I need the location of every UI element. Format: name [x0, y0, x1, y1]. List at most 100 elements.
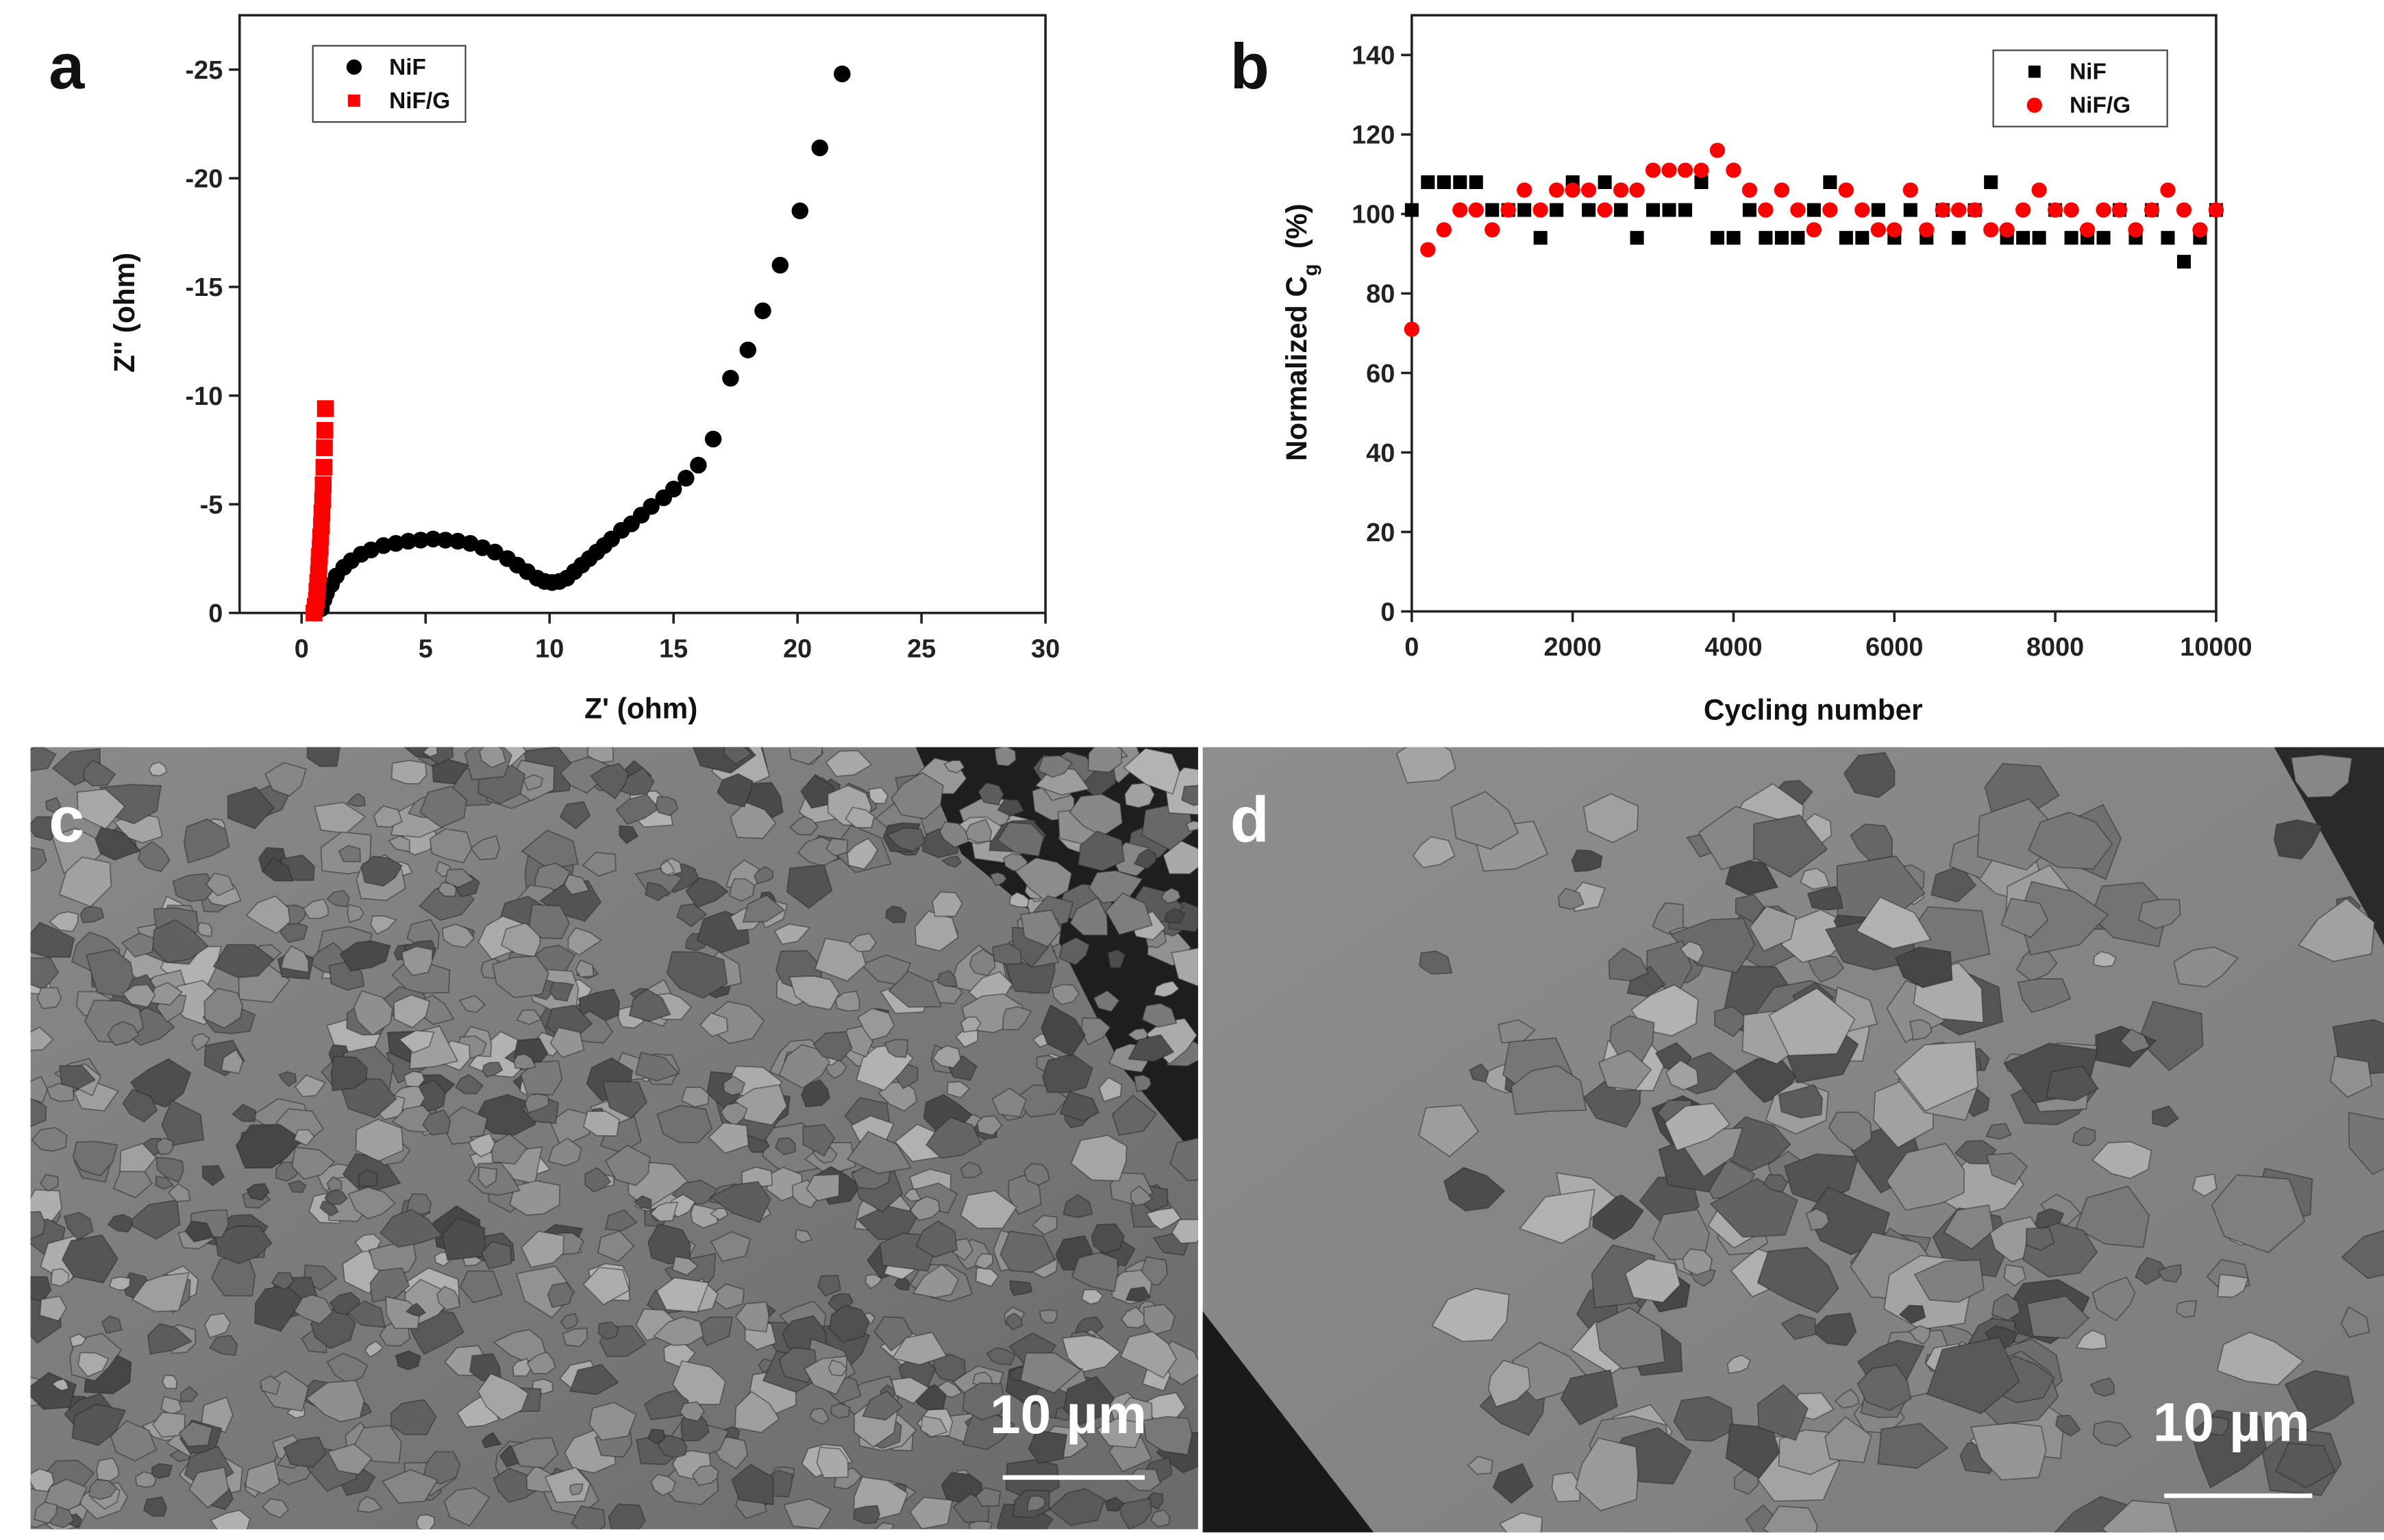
grain [33, 1501, 58, 1524]
grain [403, 1070, 425, 1088]
point [690, 456, 707, 474]
grain [39, 1173, 59, 1192]
grain [1052, 984, 1080, 1006]
grain [643, 1389, 690, 1421]
grain [1058, 936, 1091, 966]
grain [235, 1123, 303, 1169]
grain [1595, 1306, 1665, 1370]
grain [231, 1104, 257, 1123]
grain [313, 802, 367, 834]
grain [2329, 1055, 2373, 1098]
grain [1088, 869, 1144, 904]
grain [1991, 1293, 2021, 1321]
y-tick-label: 60 [1366, 360, 1395, 388]
grain [604, 1209, 638, 1232]
grain [1028, 1430, 1068, 1465]
grain [1181, 784, 1198, 806]
y-axis-title-subscript: g [1300, 264, 1322, 276]
grain [873, 1316, 914, 1352]
grain [528, 904, 571, 940]
grain [468, 1132, 496, 1158]
grain [184, 1220, 214, 1243]
x-tick-label: 6000 [1865, 633, 1923, 662]
grain [991, 1087, 1027, 1118]
grain [1850, 823, 1893, 862]
point [2047, 202, 2063, 218]
grain [590, 762, 630, 800]
grain [1443, 1167, 1506, 1212]
grain [628, 988, 671, 1022]
point [1710, 231, 1725, 245]
grain [933, 1354, 967, 1382]
point [1485, 222, 1500, 238]
grain [444, 868, 475, 889]
grain [845, 806, 876, 829]
y-axis-title: Z'' (ohm) [108, 253, 140, 373]
grain [2284, 1370, 2355, 1432]
grain [203, 1313, 232, 1339]
grain [786, 864, 833, 909]
grain [58, 856, 112, 908]
grain [1749, 905, 1797, 952]
grain [1119, 1330, 1178, 1379]
grain [260, 1375, 282, 1395]
grain [1080, 1017, 1111, 1046]
grain [571, 1505, 606, 1530]
grain [510, 1437, 559, 1469]
grain [1679, 941, 1704, 964]
point [1694, 175, 1709, 189]
grain [1026, 1495, 1046, 1512]
grain [1598, 1050, 1652, 1091]
point [1598, 175, 1612, 189]
grain [209, 1334, 238, 1356]
legend-marker [347, 94, 360, 107]
grain [1756, 1246, 1839, 1314]
point [1823, 175, 1837, 189]
grain [477, 1373, 529, 1421]
grain [330, 1055, 368, 1091]
grain [932, 891, 963, 917]
grain [1063, 1376, 1115, 1426]
y-tick-label: 40 [1366, 439, 1395, 468]
grain [122, 1089, 158, 1123]
grain [521, 829, 579, 870]
grain [160, 1395, 183, 1416]
grain [891, 771, 944, 819]
grain [1418, 1104, 1480, 1158]
grain [1885, 1143, 1965, 1211]
grain [482, 1432, 503, 1449]
grain [1624, 1258, 1681, 1304]
grain [974, 1252, 993, 1270]
grain [1926, 1336, 2020, 1415]
point [643, 498, 660, 515]
grain [599, 1115, 642, 1154]
point [1582, 203, 1596, 217]
grain [1063, 1193, 1093, 1218]
grain [294, 1074, 327, 1097]
grain [1756, 1384, 1809, 1441]
point [1452, 202, 1468, 218]
grain [1669, 917, 1756, 974]
grain [83, 759, 116, 787]
grain [1805, 1208, 1830, 1231]
grain [254, 1285, 303, 1332]
grain [142, 1496, 168, 1517]
grain [1608, 947, 1650, 982]
grain [381, 1469, 439, 1504]
grain [709, 1180, 771, 1224]
grain [817, 1274, 841, 1297]
point [1614, 203, 1628, 217]
grain [419, 785, 468, 828]
grain [850, 1115, 895, 1145]
point [1951, 202, 1967, 218]
grain [868, 786, 889, 805]
grain [795, 1229, 813, 1243]
y-tick-label: 120 [1352, 121, 1395, 150]
grain [1487, 1359, 1531, 1408]
grain [2075, 1185, 2150, 1248]
grain [789, 815, 819, 836]
grain [1492, 1463, 1534, 1504]
grain [601, 1080, 648, 1119]
grain [774, 1137, 796, 1156]
grain [547, 1282, 574, 1308]
